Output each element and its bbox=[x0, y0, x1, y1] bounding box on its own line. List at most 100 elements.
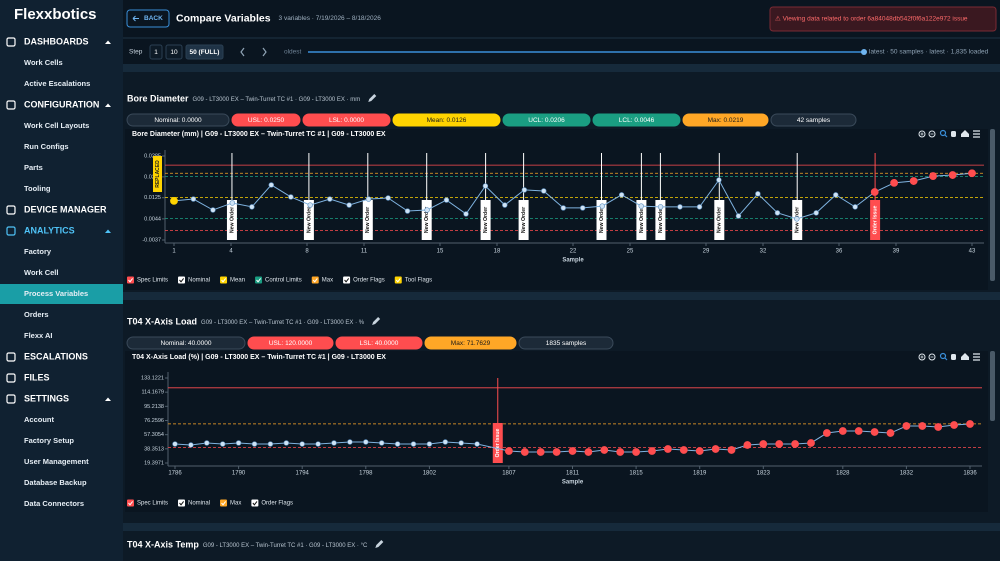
nav-item[interactable]: Factory Setup bbox=[24, 436, 74, 445]
zoom-select[interactable] bbox=[944, 134, 948, 138]
step-button[interactable] bbox=[165, 44, 183, 60]
step-label[interactable]: 1 bbox=[154, 49, 158, 56]
nav-item[interactable]: Parts bbox=[24, 163, 43, 172]
legend-label[interactable]: Order Flags bbox=[261, 501, 293, 507]
nav-item[interactable]: Flexx AI bbox=[24, 331, 52, 340]
nav-item[interactable]: Active Escalations bbox=[24, 79, 90, 88]
legend-label[interactable]: Spec Limits bbox=[137, 501, 168, 507]
section-label[interactable]: DEVICE MANAGER bbox=[24, 204, 107, 214]
section-label[interactable]: FILES bbox=[24, 372, 50, 382]
nav-item[interactable]: Account bbox=[24, 415, 55, 424]
scrollbar[interactable] bbox=[990, 129, 995, 281]
pan[interactable] bbox=[951, 131, 956, 137]
menu[interactable] bbox=[973, 130, 980, 138]
legend-checkbox[interactable] bbox=[343, 276, 351, 284]
legend-check bbox=[312, 278, 318, 283]
zoom-select[interactable] bbox=[939, 352, 947, 360]
zoom-select[interactable] bbox=[939, 129, 947, 137]
legend-checkbox[interactable] bbox=[311, 276, 319, 284]
legend-label[interactable]: Nominal bbox=[188, 278, 210, 284]
section-label[interactable]: CONFIGURATION bbox=[24, 99, 99, 109]
legend-checkbox[interactable] bbox=[127, 499, 134, 507]
zoom-out[interactable] bbox=[928, 130, 936, 138]
stat-pill-label: Mean: 0.0126 bbox=[427, 117, 467, 124]
legend-checkbox[interactable] bbox=[127, 276, 134, 284]
data-point bbox=[424, 207, 430, 213]
data-point bbox=[929, 172, 937, 180]
page-title: Compare Variables bbox=[176, 12, 271, 24]
nav-item[interactable]: Data Connectors bbox=[24, 499, 84, 508]
zoom-select[interactable] bbox=[944, 357, 948, 361]
chart-title: Bore Diameter (mm) | G09 - LT3000 EX – T… bbox=[132, 131, 386, 138]
step-button[interactable] bbox=[185, 44, 224, 60]
nav-item[interactable]: Work Cell Layouts bbox=[24, 121, 89, 130]
legend-checkbox[interactable] bbox=[394, 276, 402, 284]
stat-pill-label: Max: 71.7629 bbox=[451, 340, 491, 347]
slider-knob[interactable] bbox=[861, 49, 867, 55]
section-label[interactable]: DASHBOARDS bbox=[24, 36, 89, 46]
nav-item[interactable]: Orders bbox=[24, 310, 49, 319]
step-label[interactable]: 10 bbox=[170, 49, 178, 56]
nav-item[interactable]: Process Variables bbox=[24, 289, 88, 298]
scrollbar[interactable] bbox=[990, 351, 995, 421]
tool-flag-label: REPLACED bbox=[155, 160, 161, 188]
legend-label[interactable]: Spec Limits bbox=[137, 278, 168, 284]
legend-label[interactable]: Tool Flags bbox=[405, 278, 432, 284]
edit-icon[interactable] bbox=[368, 94, 377, 102]
edit-icon[interactable] bbox=[372, 317, 381, 325]
x-tick-label: 25 bbox=[627, 249, 634, 255]
legend-checkbox[interactable] bbox=[178, 499, 186, 507]
y-tick-label: 133.1221 bbox=[141, 375, 164, 381]
pan[interactable] bbox=[951, 354, 956, 360]
legend-label[interactable]: Order Flags bbox=[353, 278, 385, 284]
edit-icon[interactable] bbox=[375, 540, 384, 548]
zoom-in[interactable] bbox=[918, 353, 926, 361]
order-flag-label: New Order bbox=[717, 207, 723, 233]
data-line bbox=[173, 172, 973, 220]
legend-label[interactable]: Max bbox=[322, 278, 333, 284]
data-point bbox=[410, 441, 417, 447]
reset[interactable] bbox=[961, 130, 969, 137]
nav-item[interactable]: Tooling bbox=[24, 184, 51, 193]
section-label[interactable]: ANALYTICS bbox=[24, 225, 75, 235]
nav-item[interactable]: Factory bbox=[24, 247, 52, 256]
legend-checkbox[interactable] bbox=[255, 276, 263, 284]
back-button[interactable] bbox=[126, 9, 170, 28]
step-label[interactable]: 50 (FULL) bbox=[190, 49, 220, 56]
data-point bbox=[210, 207, 216, 213]
menu[interactable] bbox=[973, 353, 980, 361]
data-point bbox=[365, 196, 372, 202]
back-label[interactable]: BACK bbox=[144, 15, 163, 22]
zoom-out[interactable] bbox=[928, 353, 936, 361]
legend-label[interactable]: Mean bbox=[230, 278, 245, 284]
data-point bbox=[170, 196, 178, 205]
data-point bbox=[616, 448, 625, 456]
zoom-in[interactable] bbox=[920, 355, 924, 359]
legend-label[interactable]: Nominal bbox=[188, 501, 210, 507]
order-flag-label: New Order bbox=[424, 207, 430, 233]
nav-item[interactable]: Work Cell bbox=[24, 268, 58, 277]
order-flag-box bbox=[655, 200, 666, 240]
legend-checkbox[interactable] bbox=[178, 276, 186, 284]
zoom-in[interactable] bbox=[920, 132, 924, 136]
nav-item[interactable]: Run Configs bbox=[24, 142, 69, 151]
reset[interactable] bbox=[961, 353, 969, 360]
legend-check bbox=[179, 501, 185, 506]
nav-item[interactable]: Work Cells bbox=[24, 58, 63, 67]
step-button[interactable] bbox=[149, 44, 163, 60]
section-label[interactable]: SETTINGS bbox=[24, 393, 69, 403]
section-label[interactable]: ESCALATIONS bbox=[24, 351, 88, 361]
nav-item[interactable]: Database Backup bbox=[24, 478, 87, 487]
legend-check bbox=[179, 278, 185, 283]
zoom-in[interactable] bbox=[918, 130, 926, 138]
legend-label[interactable]: Control Limits bbox=[265, 278, 302, 284]
nav-item[interactable]: User Management bbox=[24, 457, 89, 466]
stat-pill-label: Nominal: 0.0000 bbox=[154, 117, 202, 124]
legend-checkbox[interactable] bbox=[220, 276, 228, 284]
pager-arrows[interactable] bbox=[240, 47, 267, 57]
legend-checkbox[interactable] bbox=[220, 499, 228, 507]
legend-label[interactable]: Max bbox=[230, 501, 241, 507]
data-point bbox=[950, 421, 958, 429]
data-point bbox=[618, 192, 625, 198]
legend-checkbox[interactable] bbox=[251, 499, 259, 507]
